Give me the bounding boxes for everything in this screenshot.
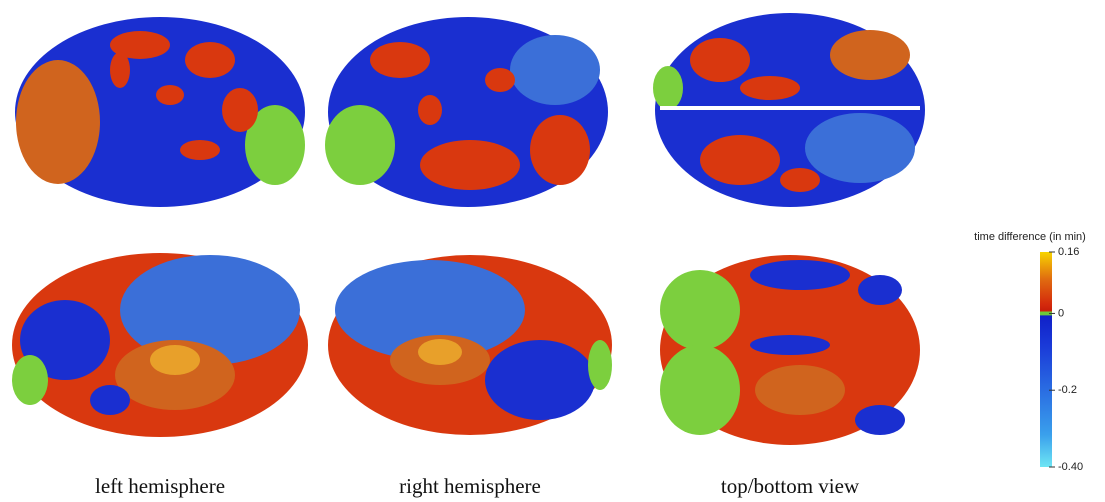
- region: [120, 255, 300, 365]
- patch: [530, 115, 590, 185]
- region: [755, 365, 845, 415]
- region: [805, 113, 915, 183]
- patch: [485, 68, 515, 92]
- patch: [222, 88, 258, 132]
- brain-bottom-view: [660, 255, 920, 445]
- patch: [185, 42, 235, 78]
- patch: [750, 260, 850, 290]
- patch: [418, 95, 442, 125]
- patch: [370, 42, 430, 78]
- brain-left-medial: [12, 253, 308, 437]
- brain-right-medial: [328, 255, 612, 435]
- patch: [90, 385, 130, 415]
- patch: [750, 335, 830, 355]
- patch: [110, 31, 170, 59]
- fissure: [660, 106, 920, 110]
- region: [660, 345, 740, 435]
- region: [150, 345, 200, 375]
- colorbar-tick-label: 0.16: [1058, 246, 1079, 258]
- region: [245, 105, 305, 185]
- region: [653, 66, 683, 110]
- patch: [180, 140, 220, 160]
- patch: [855, 405, 905, 435]
- colorbar-tick-label: 0: [1058, 307, 1064, 319]
- patch: [420, 140, 520, 190]
- region: [12, 355, 48, 405]
- patch: [858, 275, 902, 305]
- region: [510, 35, 600, 105]
- region: [588, 340, 612, 390]
- patch: [700, 135, 780, 185]
- region: [830, 30, 910, 80]
- panel-label: right hemisphere: [399, 474, 541, 498]
- patch: [780, 168, 820, 192]
- brain-top-view: [653, 13, 925, 207]
- panel-label: top/bottom view: [721, 474, 860, 498]
- patch: [110, 52, 130, 88]
- colorbar-title: time difference (in min): [974, 231, 1086, 243]
- region: [485, 340, 595, 420]
- patch: [156, 85, 184, 105]
- patch: [740, 76, 800, 100]
- region: [325, 105, 395, 185]
- colorbar: [1040, 252, 1052, 467]
- brain-left-lateral: [15, 17, 305, 207]
- panel-label: left hemisphere: [95, 474, 225, 498]
- region: [335, 260, 525, 360]
- patch: [690, 38, 750, 82]
- region: [418, 339, 462, 365]
- region: [16, 60, 100, 184]
- colorbar-tick-label: -0.40: [1058, 461, 1083, 473]
- region: [20, 300, 110, 380]
- colorbar-tick-label: -0.2: [1058, 384, 1077, 396]
- region: [660, 270, 740, 350]
- brain-right-lateral: [325, 17, 608, 207]
